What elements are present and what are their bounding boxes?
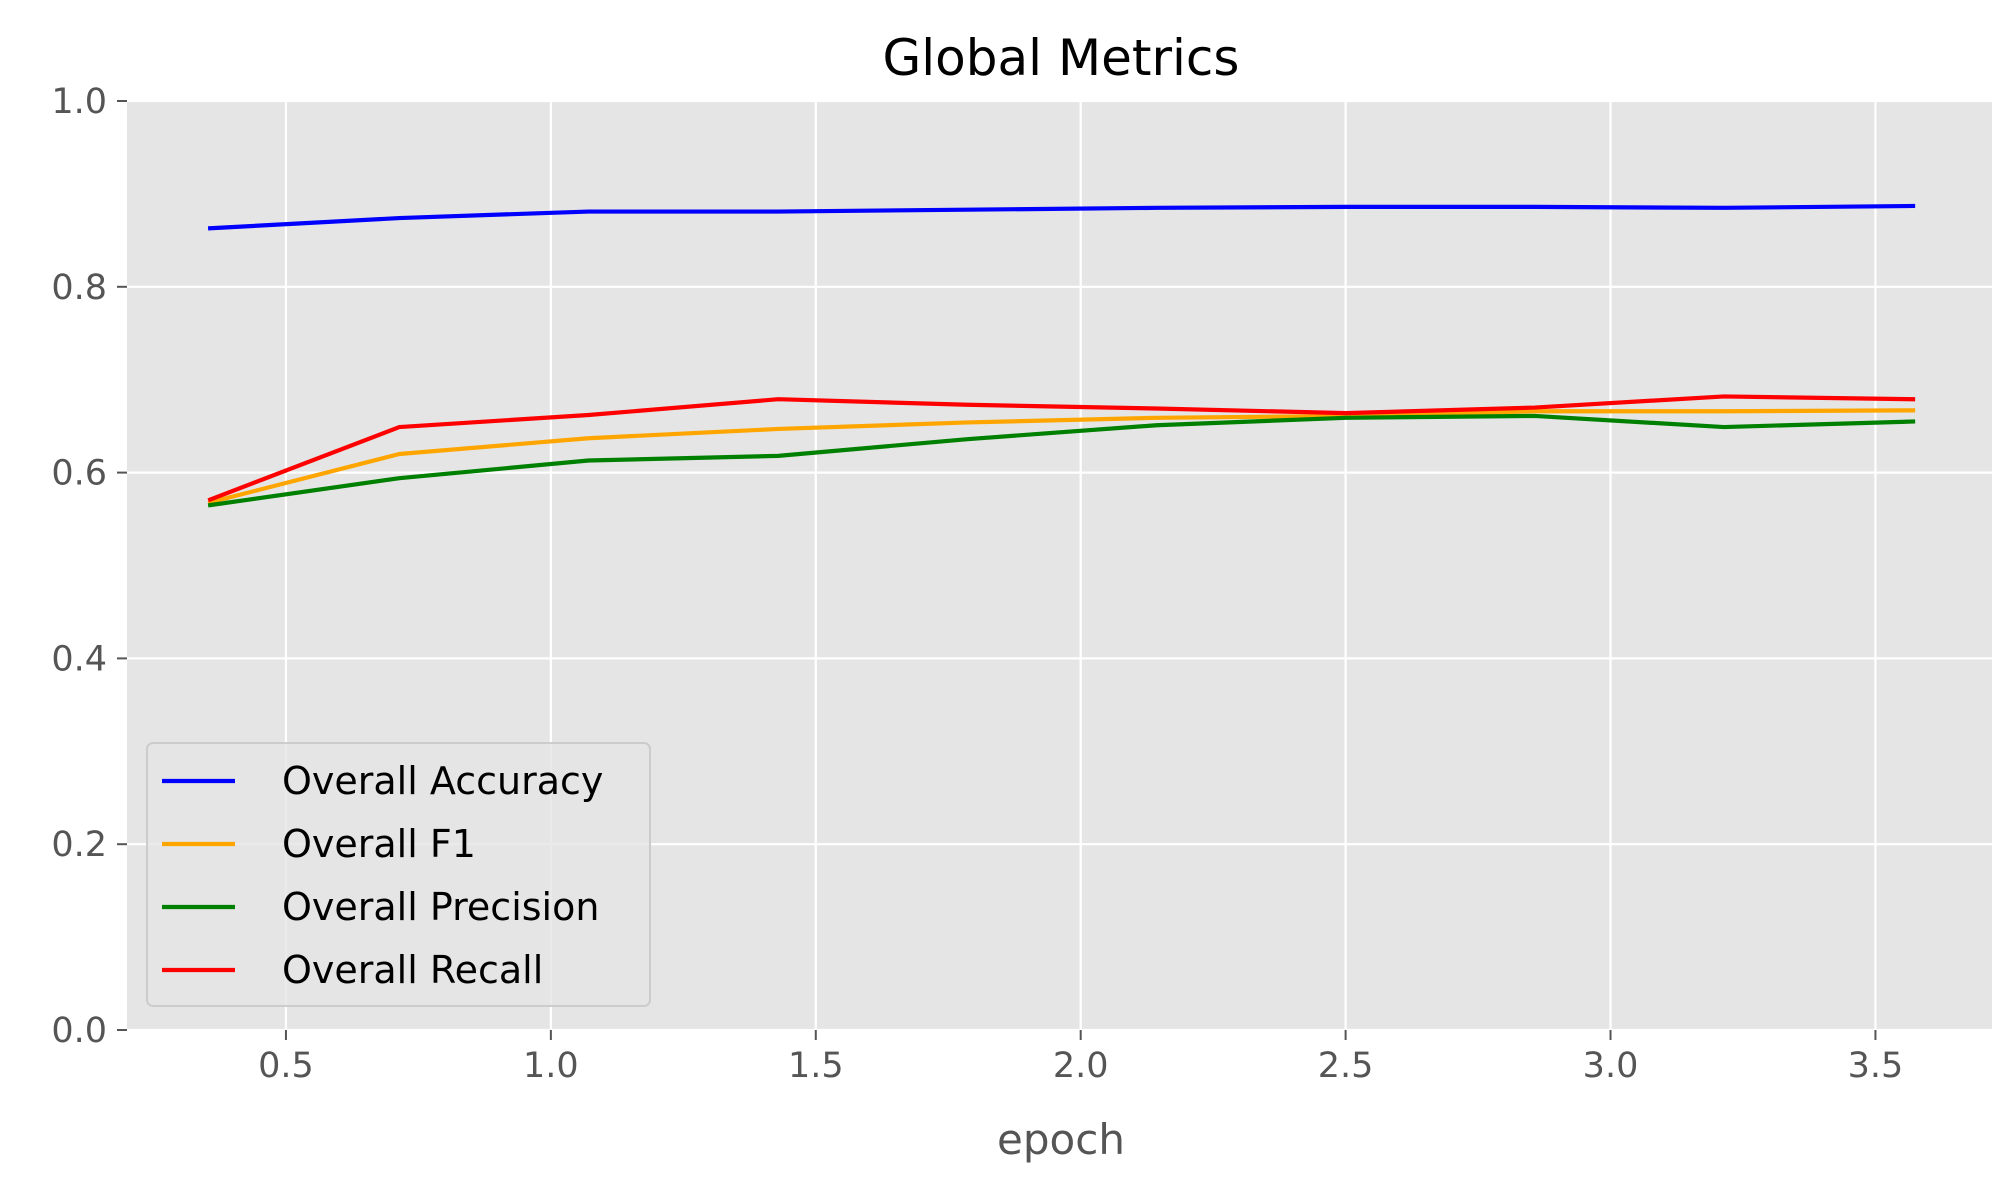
x-tick-label: 2.5 — [1318, 1046, 1374, 1086]
series-line-overall-recall — [207, 394, 1916, 503]
series-lines — [207, 203, 1916, 508]
x-tick-label: 3.0 — [1583, 1046, 1639, 1086]
y-tick-label: 0.4 — [51, 639, 107, 679]
series-line-overall-f1 — [207, 408, 1916, 505]
legend-label: Overall F1 — [282, 822, 476, 866]
series-line-overall-precision — [207, 413, 1916, 508]
y-tick-label: 0.6 — [51, 454, 107, 494]
series-line-overall-accuracy — [207, 203, 1916, 231]
y-tick-label: 0.8 — [51, 268, 107, 308]
x-tick-label: 2.0 — [1053, 1046, 1109, 1086]
x-tick-label: 0.5 — [258, 1046, 314, 1086]
legend-label: Overall Precision — [282, 885, 599, 929]
legend-label: Overall Recall — [282, 948, 543, 992]
legend-label: Overall Accuracy — [282, 759, 603, 803]
y-tick-label: 0.2 — [51, 825, 107, 865]
y-tick-label: 1.0 — [51, 82, 107, 122]
chart-title: Global Metrics — [883, 29, 1240, 87]
x-tick-label: 1.5 — [788, 1046, 844, 1086]
x-axis-label: epoch — [997, 1115, 1125, 1164]
x-tick-label: 3.5 — [1848, 1046, 1904, 1086]
y-tick-label: 0.0 — [51, 1011, 107, 1051]
legend: Overall Accuracy Overall F1 Overall Precis… — [146, 742, 651, 1007]
legend-box — [146, 742, 651, 1007]
axis-ticks: 0.5 1.0 1.5 2.0 2.5 3.0 3.5 0.0 0.2 0.4 0.6 0.8 1.0 — [51, 82, 1903, 1086]
x-tick-label: 1.0 — [523, 1046, 579, 1086]
